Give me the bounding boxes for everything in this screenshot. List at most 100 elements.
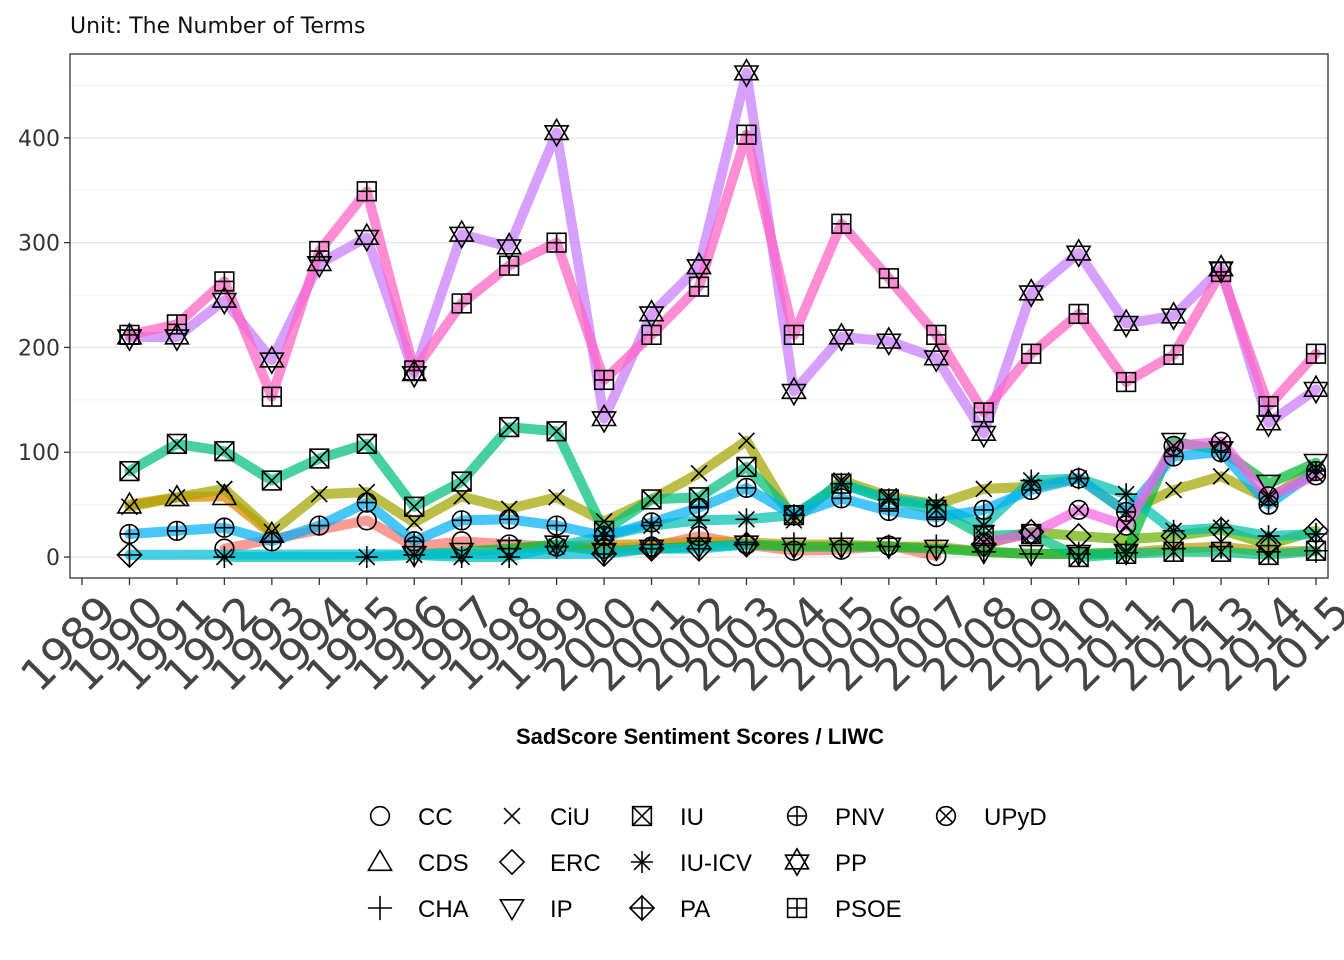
point-ciu [500, 500, 518, 518]
point-psoe [451, 293, 472, 314]
point-ciu [120, 498, 138, 516]
point-psoe [688, 276, 710, 297]
point-iu [261, 470, 282, 491]
point-ip [781, 537, 807, 560]
x-axis-label: SadScore Sentiment Scores / LIWC [516, 724, 884, 749]
point-cds [164, 484, 190, 507]
legend-item-pnv: PNV [786, 804, 884, 831]
point-pp [686, 251, 712, 282]
point-pnv [1305, 460, 1327, 482]
point-pp [733, 58, 760, 88]
legend-item-pa: PA [628, 894, 710, 923]
legend-item-erc: ERC [498, 848, 601, 877]
point-pnv [1116, 501, 1137, 523]
point-pnv [119, 523, 140, 545]
legend-label-pp: PP [835, 850, 867, 877]
point-ip [1018, 544, 1045, 567]
legend-key-pnv [786, 805, 808, 827]
legend-key-iu-icv [631, 851, 653, 873]
point-iu-icv [735, 508, 758, 531]
point-pnv [1021, 479, 1042, 501]
point-pa [685, 535, 713, 562]
y-tick-label: 0 [46, 546, 60, 571]
legend-label-iu-icv: IU-ICV [680, 850, 752, 877]
point-psoe [1210, 261, 1232, 283]
point-ip [1160, 432, 1187, 455]
point-iu [451, 471, 472, 492]
point-ciu [737, 432, 755, 450]
point-psoe [166, 314, 188, 335]
point-ciu [548, 488, 566, 506]
legend-key-cds [367, 848, 393, 872]
legend-label-upyd: UPyD [984, 804, 1047, 831]
point-pnv [356, 492, 377, 513]
point-iu-icv [1305, 522, 1327, 545]
point-ip [1255, 474, 1282, 497]
point-ciu [1212, 467, 1230, 485]
point-pnv [404, 531, 425, 552]
legend-label-pa: PA [680, 896, 710, 923]
point-pp [875, 326, 902, 357]
point-ciu [1165, 481, 1183, 499]
point-iu [404, 496, 425, 517]
point-ciu [310, 485, 328, 503]
point-upyd [1258, 486, 1279, 507]
legend-key-ciu [503, 807, 521, 825]
point-upyd [1021, 523, 1042, 545]
point-pp [496, 231, 523, 262]
point-psoe [499, 255, 520, 276]
point-pnv [593, 525, 615, 547]
point-psoe [926, 324, 947, 346]
point-pa [116, 541, 143, 569]
series-points [116, 58, 1330, 569]
point-iu-icv [1115, 483, 1138, 506]
point-pp [638, 299, 665, 329]
series-line-pp [124, 67, 1321, 439]
point-psoe [593, 369, 615, 391]
point-pp [970, 418, 997, 449]
point-psoe [309, 240, 330, 262]
point-psoe [404, 360, 425, 381]
point-iu [1116, 543, 1137, 565]
legend-label-cha: CHA [418, 896, 469, 923]
point-pp [448, 219, 475, 250]
point-pp [1065, 238, 1092, 268]
point-pnv [831, 488, 852, 509]
point-pa [638, 535, 665, 562]
point-psoe [1305, 343, 1327, 364]
point-iu-icv [498, 546, 521, 569]
point-pnv [1163, 446, 1184, 467]
point-upyd [1116, 515, 1137, 536]
point-iu [1258, 544, 1279, 566]
point-pp [1303, 374, 1329, 405]
y-tick-label: 100 [18, 441, 60, 466]
point-psoe [1068, 303, 1089, 325]
point-pnv [499, 509, 520, 530]
point-erc [1255, 531, 1282, 558]
legend-key-upyd [935, 805, 957, 827]
point-psoe [1116, 371, 1137, 393]
point-iu [499, 416, 520, 438]
point-iu [214, 441, 235, 462]
point-pp [353, 222, 380, 253]
point-pp [923, 343, 950, 373]
legend-item-upyd: UPyD [935, 804, 1047, 831]
legend-item-iu-icv: IU-ICV [631, 850, 752, 877]
series-line-iu [124, 422, 1321, 562]
legend-key-pa [628, 894, 656, 922]
point-pp [543, 117, 570, 148]
point-psoe [973, 402, 994, 423]
point-iu [1163, 541, 1184, 562]
point-pnv [309, 515, 330, 536]
point-pp [828, 322, 855, 352]
legend-item-cc: CC [369, 804, 453, 831]
point-iu-icv [213, 546, 236, 569]
point-iu-icv [1210, 516, 1233, 539]
point-psoe [546, 232, 567, 253]
legend-key-pp [784, 847, 810, 877]
point-pp [1160, 301, 1187, 331]
point-erc [970, 531, 998, 558]
point-pnv [736, 477, 757, 499]
legend-item-iu: IU [631, 804, 704, 831]
point-ip [448, 542, 475, 565]
